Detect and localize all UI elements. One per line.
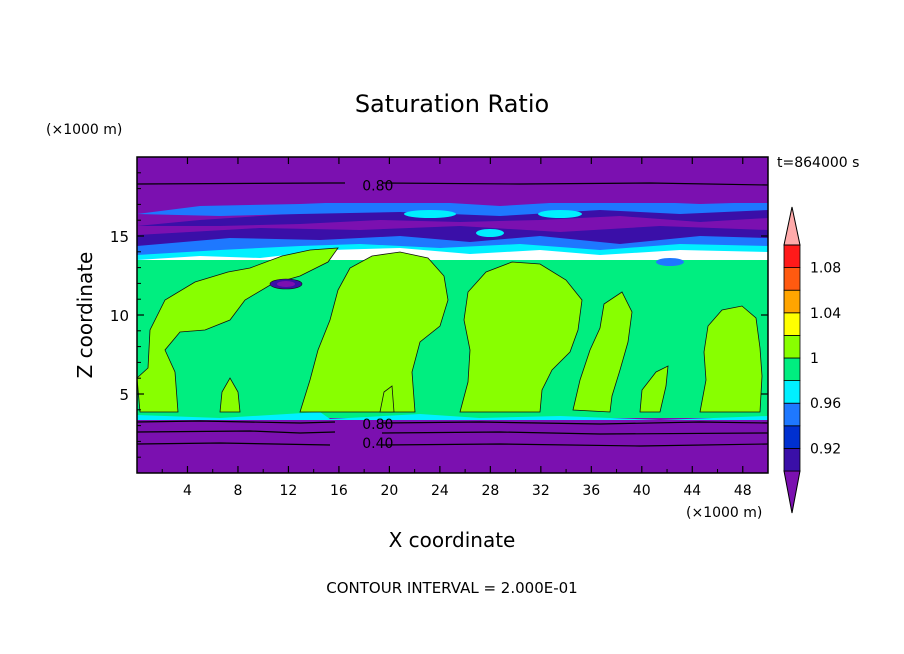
contour-line (137, 420, 768, 425)
colorbar-under-triangle (783, 470, 801, 514)
contour-label: 0.40 (362, 436, 393, 452)
x-tick-label: 4 (183, 483, 192, 499)
x-tick-label: 40 (633, 483, 651, 499)
y-axis: 5 10 15 (110, 172, 768, 458)
contour-lines (137, 182, 768, 447)
y-unit-label: (×1000 m) (46, 122, 122, 138)
colorbar-segment (783, 380, 801, 404)
time-label: t=864000 s (777, 155, 859, 171)
x-tick-label: 36 (582, 483, 600, 499)
contour-label: 0.80 (362, 178, 393, 194)
colorbar-segment (783, 244, 801, 269)
dry-pocket (656, 258, 684, 266)
saturation-field (137, 157, 768, 473)
contour-line (137, 430, 768, 435)
y-tick-label: 10 (110, 307, 129, 325)
cirrus-cyan-patch (476, 229, 504, 237)
cirrus-cyan-patch (538, 210, 582, 218)
colorbar-label: 1.08 (810, 261, 841, 277)
colorbar-segment (783, 289, 801, 314)
y-tick-label: 5 (119, 386, 129, 404)
colorbar-label: 1 (810, 351, 819, 367)
colorbar-segment (783, 357, 801, 382)
colorbar: 0.92 0.96 1 1.04 1.08 (783, 206, 841, 514)
contour-line (137, 182, 768, 186)
x-tick-label: 48 (734, 483, 752, 499)
x-unit-label: (×1000 m) (686, 505, 762, 521)
contour-interval-label: CONTOUR INTERVAL = 2.000E-01 (326, 579, 577, 597)
x-tick-label: 32 (532, 483, 550, 499)
colorbar-segment (783, 267, 801, 291)
dry-pocket (277, 281, 295, 287)
moist-base-edge (137, 412, 768, 420)
x-tick-label: 20 (380, 483, 398, 499)
x-axis-label: X coordinate (389, 528, 516, 552)
colorbar-segment (783, 447, 801, 472)
colorbar-over-triangle (783, 206, 801, 246)
x-tick-label: 24 (431, 483, 449, 499)
cloud-regions (137, 247, 763, 413)
x-axis: 4 8 12 16 20 24 28 32 36 40 44 48 (161, 157, 752, 499)
colorbar-label: 1.04 (810, 306, 841, 322)
contour-labels: 0.80 0.80 0.40 (362, 178, 393, 452)
top-dry-layer (137, 157, 768, 203)
x-tick-label: 44 (683, 483, 701, 499)
colorbar-segment (783, 402, 801, 427)
contour-label: 0.80 (362, 417, 393, 433)
y-axis-label: Z coordinate (73, 252, 97, 379)
colorbar-segment (783, 312, 801, 336)
x-tick-label: 8 (233, 483, 242, 499)
x-tick-label: 16 (330, 483, 348, 499)
chart-title: Saturation Ratio (355, 90, 549, 118)
colorbar-segment (783, 334, 801, 359)
x-tick-label: 28 (481, 483, 499, 499)
cirrus-blue (137, 200, 768, 216)
cirrus-cyan-patch (404, 210, 456, 218)
y-tick-label: 15 (110, 228, 129, 246)
colorbar-segment (783, 425, 801, 449)
colorbar-label: 0.92 (810, 441, 841, 457)
x-tick-label: 12 (280, 483, 298, 499)
colorbar-label: 0.96 (810, 396, 841, 412)
contour-line (137, 442, 768, 447)
